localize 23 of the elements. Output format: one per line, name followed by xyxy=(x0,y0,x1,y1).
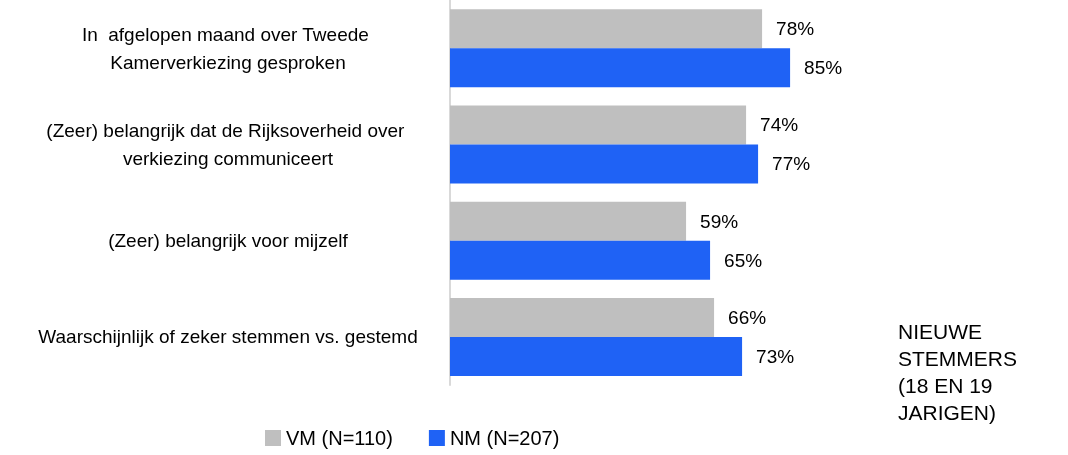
bar xyxy=(450,105,747,145)
data-label: 59% xyxy=(700,210,739,232)
data-label: 77% xyxy=(772,153,811,175)
y-tick-label: (Zeer) belangrijk dat de Rijksoverheid over verkiezing communiceert xyxy=(46,119,410,169)
bar xyxy=(450,240,711,280)
bar xyxy=(450,48,791,88)
text: NIEUWE STEMMERS (18 EN 19 JARIGEN) xyxy=(898,320,1023,424)
legend-label: VM (N=110) xyxy=(286,427,393,449)
data-label: 85% xyxy=(804,57,843,79)
y-tick-label: (Zeer) belangrijk voor mijzelf xyxy=(108,230,349,252)
data-label: 74% xyxy=(760,114,799,136)
data-label: 65% xyxy=(724,249,763,271)
data-label: 73% xyxy=(756,345,795,367)
data-label: 78% xyxy=(776,18,815,40)
bar xyxy=(450,297,715,337)
bar xyxy=(450,144,759,184)
y-tick-label: Waarschijnlijk of zeker stemmen vs. gestemd xyxy=(38,326,418,348)
bar xyxy=(450,9,763,49)
data-label: 66% xyxy=(728,306,767,328)
bar xyxy=(450,201,687,241)
y-tick-label: In afgelopen maand over Tweede Kamerverkiezing gesproken xyxy=(81,23,375,73)
bar xyxy=(450,336,743,376)
legend-label: NM (N=207) xyxy=(449,427,560,449)
